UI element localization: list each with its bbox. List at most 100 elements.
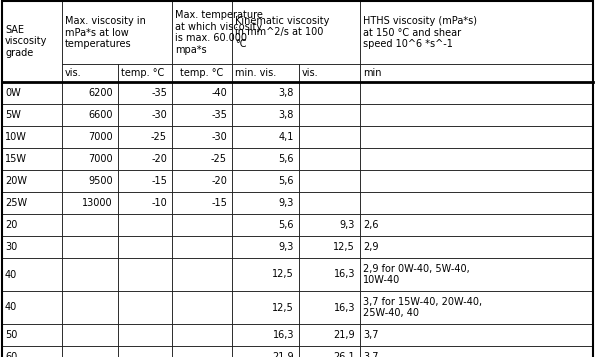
Bar <box>232 170 299 192</box>
Text: 9,3: 9,3 <box>278 242 294 252</box>
Bar <box>299 126 360 148</box>
Bar <box>2 170 62 192</box>
Bar <box>62 126 118 148</box>
Text: min. vis.: min. vis. <box>235 68 276 78</box>
Bar <box>360 346 593 357</box>
Bar <box>232 104 299 126</box>
Text: -40: -40 <box>211 88 227 98</box>
Bar <box>360 126 593 148</box>
Text: 20W: 20W <box>5 176 27 186</box>
Bar <box>299 346 360 357</box>
Text: -25: -25 <box>151 132 167 142</box>
Text: 9,3: 9,3 <box>278 198 294 208</box>
Bar <box>360 170 593 192</box>
Text: Max. viscosity in
mPa*s at low
temperatures: Max. viscosity in mPa*s at low temperatu… <box>65 16 146 49</box>
Text: 7000: 7000 <box>89 132 113 142</box>
Text: 20: 20 <box>5 220 17 230</box>
Text: 2,9: 2,9 <box>363 242 378 252</box>
Bar <box>118 324 172 346</box>
Bar <box>232 258 299 291</box>
Bar <box>299 258 360 291</box>
Text: 3,7: 3,7 <box>363 352 378 357</box>
Text: 6600: 6600 <box>89 110 113 120</box>
Bar <box>2 192 62 214</box>
Bar <box>299 214 360 236</box>
Bar <box>232 64 299 82</box>
Text: 12,5: 12,5 <box>333 242 355 252</box>
Bar <box>118 126 172 148</box>
Bar <box>2 214 62 236</box>
Bar <box>172 258 232 291</box>
Bar <box>118 291 172 324</box>
Text: 5W: 5W <box>5 110 21 120</box>
Bar <box>118 148 172 170</box>
Bar <box>118 258 172 291</box>
Text: vis.: vis. <box>302 68 319 78</box>
Bar <box>360 291 593 324</box>
Bar <box>62 291 118 324</box>
Bar <box>299 148 360 170</box>
Text: 2,6: 2,6 <box>363 220 378 230</box>
Text: -15: -15 <box>151 176 167 186</box>
Bar <box>360 258 593 291</box>
Bar <box>62 1 172 64</box>
Bar <box>299 64 360 82</box>
Bar <box>232 1 360 64</box>
Text: HTHS viscosity (mPa*s)
at 150 °C and shear
speed 10^6 *s^-1: HTHS viscosity (mPa*s) at 150 °C and she… <box>363 16 477 49</box>
Text: temp. °C: temp. °C <box>180 68 224 78</box>
Bar <box>360 104 593 126</box>
Bar <box>360 192 593 214</box>
Bar <box>118 214 172 236</box>
Bar <box>232 214 299 236</box>
Text: -10: -10 <box>151 198 167 208</box>
Bar <box>360 148 593 170</box>
Text: 3,7: 3,7 <box>363 330 378 340</box>
Text: 13000: 13000 <box>82 198 113 208</box>
Bar <box>299 104 360 126</box>
Text: 12,5: 12,5 <box>273 270 294 280</box>
Bar <box>172 170 232 192</box>
Bar <box>118 192 172 214</box>
Text: 16,3: 16,3 <box>334 302 355 312</box>
Bar <box>299 82 360 104</box>
Bar <box>172 346 232 357</box>
Bar <box>360 236 593 258</box>
Bar <box>62 236 118 258</box>
Text: 0W: 0W <box>5 88 21 98</box>
Text: Kinematic viscosity
in mm^2/s at 100
°C: Kinematic viscosity in mm^2/s at 100 °C <box>235 16 330 49</box>
Bar <box>232 324 299 346</box>
Bar <box>172 214 232 236</box>
Text: 16,3: 16,3 <box>334 270 355 280</box>
Bar <box>62 104 118 126</box>
Text: 4,1: 4,1 <box>278 132 294 142</box>
Bar <box>62 82 118 104</box>
Text: 12,5: 12,5 <box>273 302 294 312</box>
Bar <box>299 192 360 214</box>
Text: 16,3: 16,3 <box>273 330 294 340</box>
Bar <box>172 104 232 126</box>
Bar <box>232 126 299 148</box>
Bar <box>172 126 232 148</box>
Bar <box>2 82 62 104</box>
Bar <box>360 1 593 64</box>
Text: 60: 60 <box>5 352 17 357</box>
Bar <box>2 346 62 357</box>
Text: 26,1: 26,1 <box>333 352 355 357</box>
Bar <box>232 236 299 258</box>
Bar <box>62 346 118 357</box>
Text: -35: -35 <box>211 110 227 120</box>
Bar <box>172 192 232 214</box>
Text: 25W: 25W <box>5 198 27 208</box>
Bar <box>62 170 118 192</box>
Text: 5,6: 5,6 <box>278 220 294 230</box>
Text: 9500: 9500 <box>89 176 113 186</box>
Bar <box>118 170 172 192</box>
Text: -30: -30 <box>211 132 227 142</box>
Text: 21,9: 21,9 <box>273 352 294 357</box>
Text: min: min <box>363 68 381 78</box>
Text: Max. temperature
at which viscosity
is max. 60.000
mpa*s: Max. temperature at which viscosity is m… <box>175 10 263 55</box>
Text: 15W: 15W <box>5 154 27 164</box>
Bar <box>118 346 172 357</box>
Bar <box>172 64 232 82</box>
Bar <box>299 236 360 258</box>
